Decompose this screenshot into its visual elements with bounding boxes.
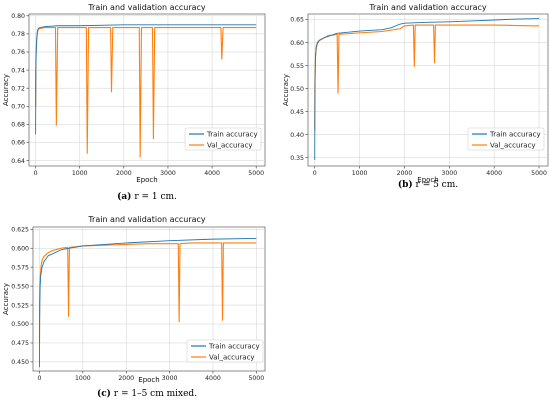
y-tick-label: 0.45	[290, 109, 304, 116]
y-tick-label: 0.525	[11, 302, 29, 309]
panel-b-title: Train and validation accuracy	[368, 3, 487, 12]
panel-a-series	[35, 24, 257, 158]
y-tick-label: 0.475	[11, 340, 29, 347]
panel-c: Train and validation accuracy 0 1000 2000 3…	[2, 215, 266, 399]
x-tick-label: 0	[34, 170, 38, 177]
panel-c-legend: Train accuracy Val_accuracy	[186, 339, 264, 363]
panel-c-y-ticks: 0.450 0.475 0.500 0.525 0.550 0.575 0.600 0.625	[11, 226, 33, 366]
y-tick-label: 0.600	[11, 245, 29, 252]
y-tick-label: 0.78	[11, 31, 25, 38]
panel-a-caption-label: (a)	[117, 191, 131, 202]
panel-c-x-ticks: 0 1000 2000 3000 4000 5000	[38, 371, 264, 382]
x-tick-label: 5000	[248, 170, 264, 177]
series-line-train-accuracy	[314, 18, 540, 161]
panel-c-caption-text: r = 1–5 cm mixed.	[111, 389, 197, 399]
x-tick-label: 1000	[352, 170, 368, 177]
panel-a-legend: Train accuracy Val_accuracy	[184, 127, 262, 151]
y-tick-label: 0.68	[11, 122, 25, 129]
panel-b-legend: Train accuracy Val_accuracy	[467, 127, 545, 151]
panel-c-caption: (c) r = 1–5 cm mixed.	[97, 388, 197, 399]
x-tick-label: 1000	[75, 375, 91, 382]
panel-a-legend-label-train: Train accuracy	[206, 131, 258, 139]
series-line-train-accuracy	[35, 24, 257, 135]
panel-a-y-ticks: 0.64 0.66 0.68 0.70 0.72 0.74 0.76 0.78 0.80	[11, 13, 29, 165]
panel-c-legend-label-val: Val_accuracy	[209, 354, 255, 362]
y-tick-label: 0.550	[11, 283, 29, 290]
y-tick-label: 0.450	[11, 359, 29, 366]
y-tick-label: 0.40	[290, 132, 304, 139]
panel-a-caption-text: r = 1 cm.	[131, 192, 177, 202]
x-tick-label: 4000	[486, 170, 502, 177]
panel-c-legend-label-train: Train accuracy	[208, 343, 260, 351]
panel-a-caption: (a) r = 1 cm.	[117, 191, 177, 202]
y-tick-label: 0.72	[11, 85, 25, 92]
panel-b-y-ticks: 0.35 0.40 0.45 0.50 0.55 0.60 0.65	[290, 17, 308, 162]
panel-a-x-ticks: 0 1000 2000 3000 4000 5000	[34, 166, 264, 177]
panel-c-caption-label: (c)	[97, 388, 111, 399]
x-tick-label: 3000	[162, 375, 178, 382]
panel-b-x-axis-label: Epoch	[417, 176, 438, 184]
x-tick-label: 4000	[204, 170, 220, 177]
y-tick-label: 0.74	[11, 67, 25, 74]
panel-b-x-ticks: 0 1000 2000 3000 4000 5000	[313, 166, 547, 177]
x-tick-label: 3000	[160, 170, 176, 177]
x-tick-label: 5000	[248, 375, 264, 382]
y-tick-label: 0.575	[11, 264, 29, 271]
panel-a-legend-label-val: Val_accuracy	[207, 142, 253, 150]
panel-c-x-axis-label: Epoch	[138, 376, 159, 384]
y-tick-label: 0.66	[11, 140, 25, 147]
x-tick-label: 0	[38, 375, 42, 382]
x-tick-label: 4000	[205, 375, 221, 382]
panel-b-caption-label: (b)	[398, 179, 413, 190]
panel-a-x-axis-label: Epoch	[136, 176, 157, 184]
panel-b-y-axis-label: Accuracy	[282, 74, 290, 106]
y-tick-label: 0.625	[11, 226, 29, 233]
x-tick-label: 5000	[531, 170, 547, 177]
y-tick-label: 0.50	[290, 86, 304, 93]
x-tick-label: 2000	[397, 170, 413, 177]
x-tick-label: 1000	[72, 170, 88, 177]
y-tick-label: 0.80	[11, 13, 25, 20]
panel-c-title: Train and validation accuracy	[87, 215, 206, 224]
panel-c-y-axis-label: Accuracy	[2, 283, 10, 315]
y-tick-label: 0.70	[11, 103, 25, 110]
panel-b-series	[314, 18, 540, 161]
panel-a: Train and validation accuracy 0 1000 2000 3…	[2, 3, 266, 202]
panel-c-grid	[33, 227, 265, 371]
series-line-train-accuracy	[39, 237, 257, 368]
panel-b-legend-label-val: Val_accuracy	[490, 142, 536, 150]
panel-c-series	[38, 237, 257, 368]
x-tick-label: 2000	[118, 375, 134, 382]
panel-b-legend-label-train: Train accuracy	[489, 131, 541, 139]
y-tick-label: 0.35	[290, 155, 304, 162]
panel-a-title: Train and validation accuracy	[87, 3, 206, 12]
x-tick-label: 3000	[441, 170, 457, 177]
x-tick-label: 0	[313, 170, 317, 177]
y-tick-label: 0.60	[290, 40, 304, 47]
y-tick-label: 0.55	[290, 63, 304, 70]
panel-b: Train and validation accuracy 0 1000 2000 3…	[282, 3, 549, 190]
x-tick-label: 2000	[116, 170, 132, 177]
y-tick-label: 0.64	[11, 158, 25, 165]
panel-b-caption: (b) r = 5 cm.	[398, 179, 458, 190]
panel-a-y-axis-label: Accuracy	[2, 74, 10, 106]
y-tick-label: 0.65	[290, 17, 304, 24]
y-tick-label: 0.76	[11, 49, 25, 56]
y-tick-label: 0.500	[11, 321, 29, 328]
panel-b-caption-text: r = 5 cm.	[413, 180, 459, 190]
